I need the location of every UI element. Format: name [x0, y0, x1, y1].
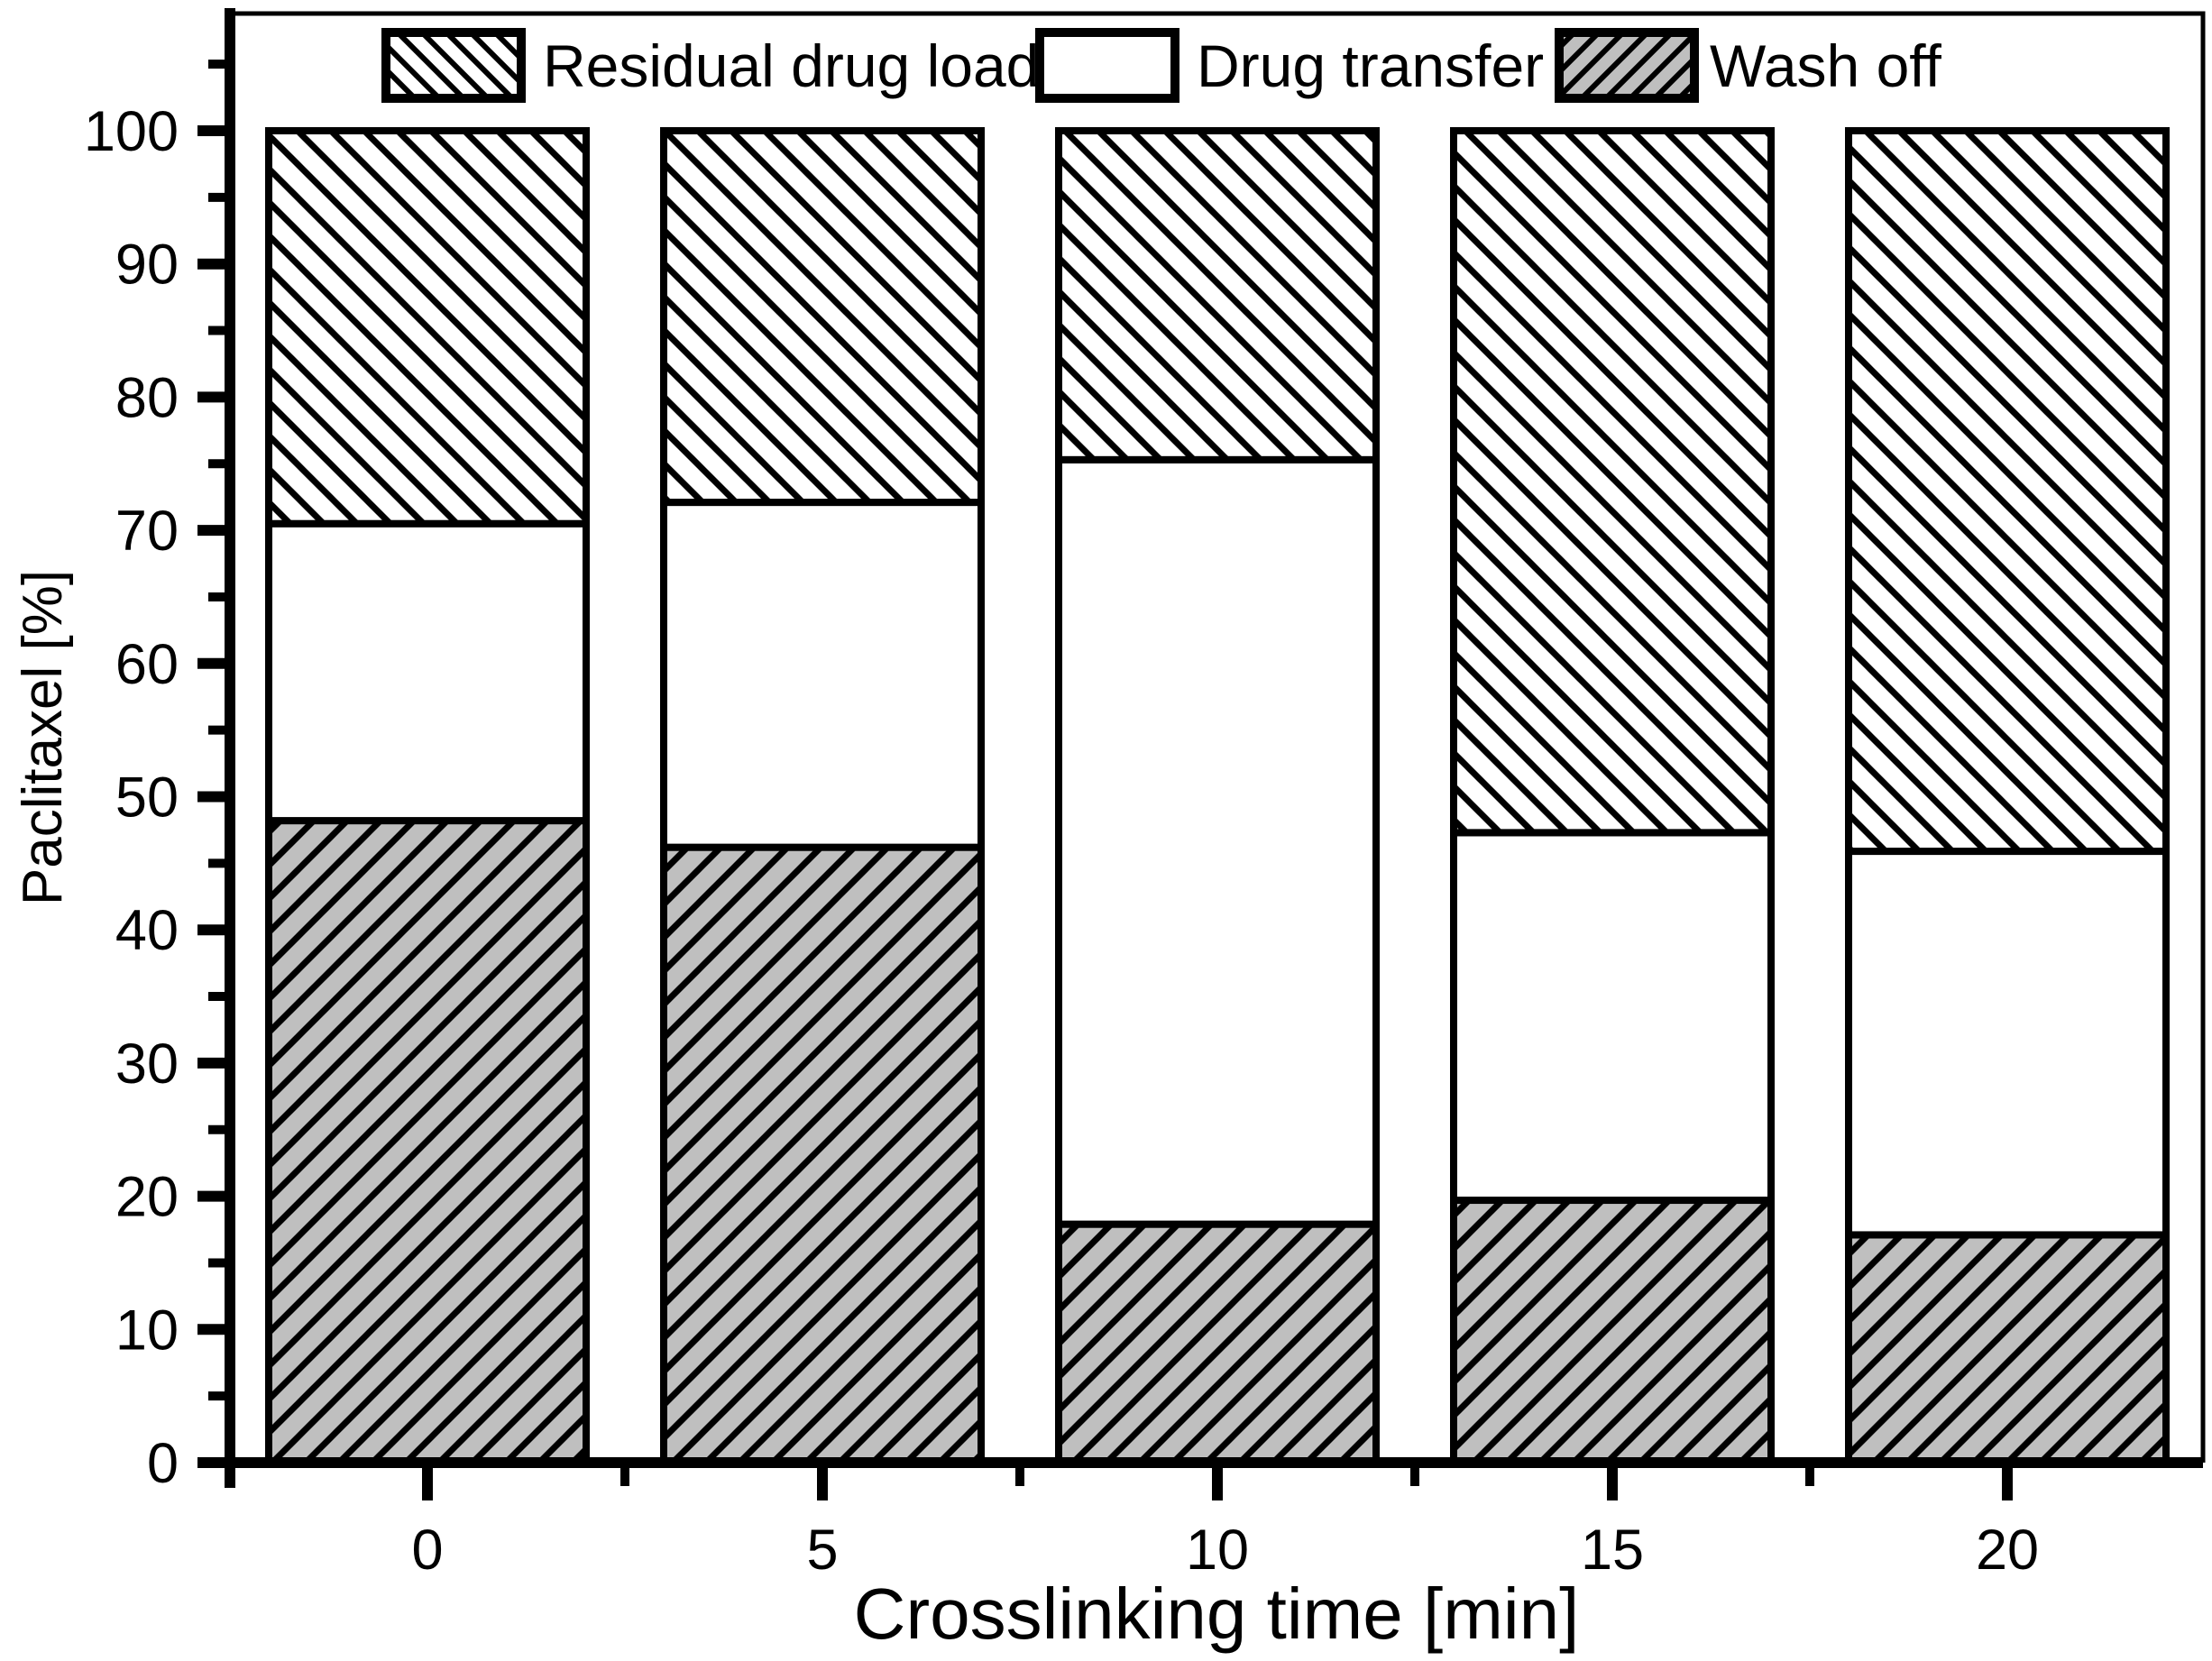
- y-tick-label: 90: [115, 234, 179, 297]
- y-tick-label: 80: [115, 366, 179, 429]
- x-tick-label: 10: [1186, 1519, 1249, 1582]
- legend-label-wash-off: Wash off: [1710, 32, 1941, 99]
- x-tick-label: 20: [1976, 1519, 2039, 1582]
- axis-ticks-layer: [197, 60, 2013, 1500]
- bars-layer: [265, 127, 2170, 1466]
- y-tick-label: 30: [115, 1032, 179, 1096]
- bar-segment-residual-drug-load: [1055, 127, 1380, 463]
- y-tick-label: 70: [115, 500, 179, 563]
- y-tick-label: 0: [147, 1432, 179, 1495]
- bar-segment-drug-transfer: [1845, 848, 2170, 1239]
- bar-segment-wash-off: [660, 843, 985, 1466]
- y-tick-label: 40: [115, 899, 179, 962]
- bar-segment-residual-drug-load: [660, 127, 985, 507]
- x-tick-label: 5: [806, 1519, 838, 1582]
- legend-swatch-residual-drug-load: [381, 28, 526, 103]
- legend-label-drug-transfer: Drug transfer: [1197, 32, 1544, 99]
- bar-segment-residual-drug-load: [1450, 127, 1775, 837]
- x-axis-title: Crosslinking time [min]: [854, 1574, 1580, 1654]
- y-tick-label: 60: [115, 633, 179, 696]
- bar-segment-wash-off: [1450, 1197, 1775, 1466]
- y-tick-label: 10: [115, 1299, 179, 1362]
- bar-segment-drug-transfer: [1055, 455, 1380, 1228]
- y-tick-label: 100: [84, 100, 179, 163]
- legend-swatch-wash-off: [1555, 28, 1699, 103]
- plot-frame-thin: [230, 11, 2206, 1463]
- tick-labels-layer: 0 10 20 30 40 50 60 70 80 90 100 0 5 10 15 20: [84, 100, 2039, 1582]
- y-tick-label: 20: [115, 1166, 179, 1229]
- bar-segment-drug-transfer: [660, 499, 985, 851]
- bar-segment-drug-transfer: [1450, 829, 1775, 1205]
- y-axis-title: Paclitaxel [%]: [12, 570, 74, 905]
- plot-axes-thick: [225, 8, 2203, 1488]
- x-tick-label: 0: [411, 1519, 443, 1582]
- bar-segment-wash-off: [265, 817, 590, 1466]
- legend-swatch-drug-transfer: [1035, 28, 1179, 103]
- bar-segment-wash-off: [1055, 1220, 1380, 1466]
- legend: Residual drug load Drug transfer Wash of…: [381, 28, 1941, 103]
- bar-segment-residual-drug-load: [265, 127, 590, 528]
- bar-segment-residual-drug-load: [1845, 127, 2170, 856]
- legend-label-residual-drug-load: Residual drug load: [543, 32, 1039, 99]
- bar-segment-drug-transfer: [265, 519, 590, 825]
- bar-segment-wash-off: [1845, 1231, 2170, 1466]
- x-tick-label: 15: [1581, 1519, 1644, 1582]
- y-tick-label: 50: [115, 766, 179, 830]
